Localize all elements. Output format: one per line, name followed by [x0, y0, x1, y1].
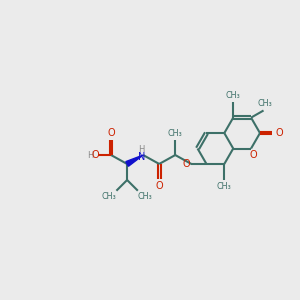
Text: O: O	[182, 159, 190, 169]
Text: CH₃: CH₃	[226, 91, 241, 100]
Text: CH₃: CH₃	[258, 100, 272, 109]
Text: CH₃: CH₃	[102, 192, 116, 201]
Text: CH₃: CH₃	[217, 182, 232, 191]
Text: CH₃: CH₃	[138, 192, 153, 201]
Text: N: N	[138, 152, 146, 161]
Text: O: O	[107, 128, 115, 138]
Polygon shape	[126, 155, 143, 166]
Text: O: O	[275, 128, 283, 138]
Text: O: O	[250, 150, 257, 160]
Text: H: H	[139, 145, 145, 154]
Text: O: O	[155, 181, 163, 191]
Text: CH₃: CH₃	[168, 129, 183, 138]
Text: H: H	[87, 151, 93, 160]
Text: O: O	[92, 150, 99, 160]
